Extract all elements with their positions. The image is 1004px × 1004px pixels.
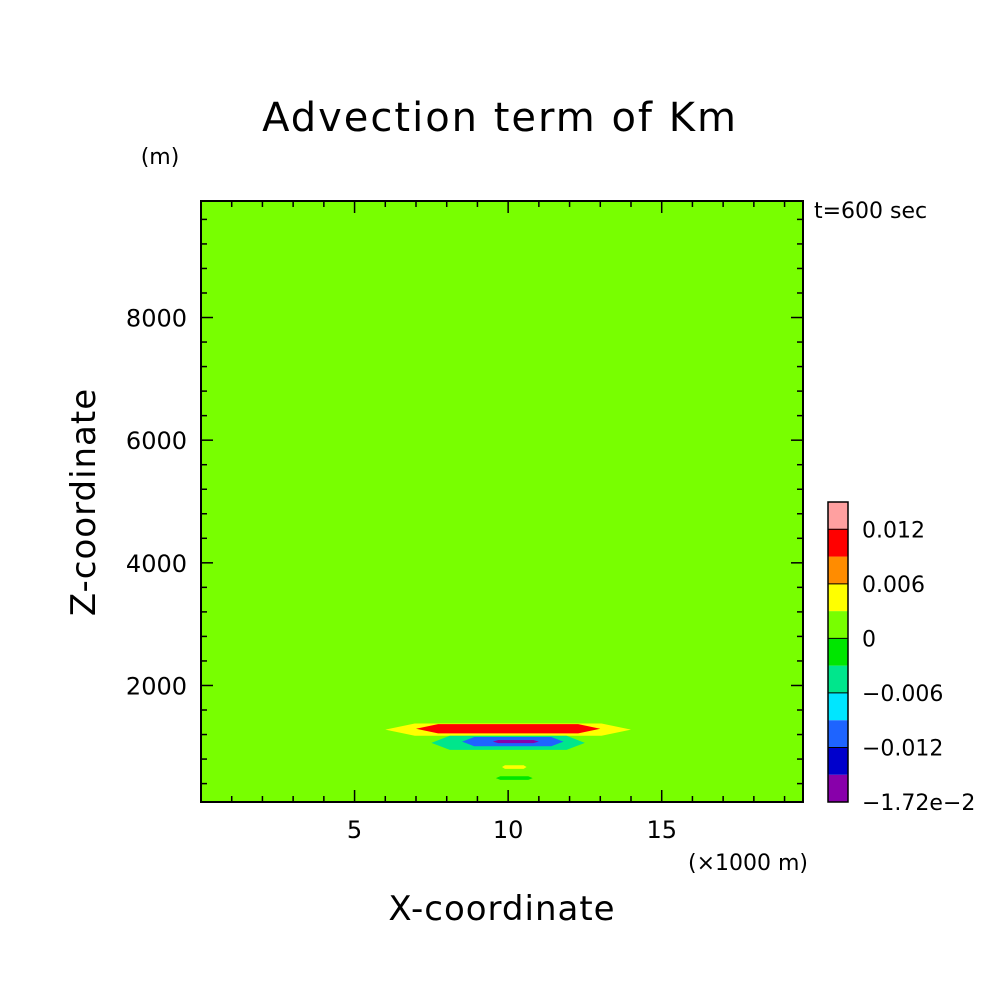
colorbar-swatch bbox=[828, 665, 848, 693]
contour-region bbox=[492, 740, 539, 744]
contour-region bbox=[495, 776, 533, 780]
x-axis: 5 10 15 bbox=[230, 201, 786, 844]
colorbar-swatch bbox=[828, 583, 848, 612]
y-tick-label: 6000 bbox=[126, 427, 187, 455]
x-tick-label: 15 bbox=[646, 816, 677, 844]
colorbar-label: −1.72e−2 bbox=[862, 791, 975, 816]
contour-region bbox=[502, 765, 527, 769]
y-axis: 2000 4000 6000 8000 bbox=[126, 218, 803, 785]
colorbar-label: 0.012 bbox=[862, 518, 925, 543]
colorbar-swatch bbox=[828, 692, 848, 721]
chart-title: Advection term of Km bbox=[262, 95, 738, 141]
y-tick-label: 2000 bbox=[126, 672, 187, 700]
time-label: t=600 sec bbox=[814, 199, 927, 224]
y-tick-label: 8000 bbox=[126, 305, 187, 333]
plot-frame bbox=[200, 200, 804, 803]
contour-region bbox=[477, 724, 539, 730]
colorbar-swatch bbox=[828, 502, 848, 530]
colorbar-swatch bbox=[828, 774, 848, 802]
y-unit-label: (m) bbox=[141, 145, 180, 170]
x-axis-label: X-coordinate bbox=[388, 889, 615, 929]
colorbar-frame bbox=[827, 501, 849, 803]
colorbar-label: 0 bbox=[862, 627, 876, 652]
plot-area bbox=[200, 200, 804, 803]
colorbar: 0.012 0.006 0 −0.006 −0.012 −1.72e−2 bbox=[827, 501, 975, 816]
colorbar-swatch bbox=[828, 747, 848, 775]
colorbar-label: 0.006 bbox=[862, 573, 925, 598]
x-tick-label: 5 bbox=[347, 816, 362, 844]
y-tick-label: 4000 bbox=[126, 550, 187, 578]
y-axis-label: Z-coordinate bbox=[64, 388, 104, 616]
colorbar-swatch bbox=[828, 556, 848, 584]
contour-region bbox=[637, 201, 803, 219]
colorbar-swatch bbox=[828, 529, 848, 557]
contour-region bbox=[385, 712, 631, 726]
colorbar-swatch bbox=[828, 638, 848, 666]
colorbar-swatch bbox=[828, 720, 848, 748]
colorbar-label: −0.012 bbox=[862, 736, 943, 761]
x-tick-label: 10 bbox=[493, 816, 524, 844]
contour-region bbox=[216, 752, 803, 763]
colorbar-swatch bbox=[828, 611, 848, 639]
colorbar-label: −0.006 bbox=[862, 682, 943, 707]
contour-region bbox=[379, 216, 638, 224]
field-background bbox=[201, 201, 803, 802]
x-unit-label: (×1000 m) bbox=[688, 851, 808, 876]
contour-region bbox=[201, 201, 380, 219]
